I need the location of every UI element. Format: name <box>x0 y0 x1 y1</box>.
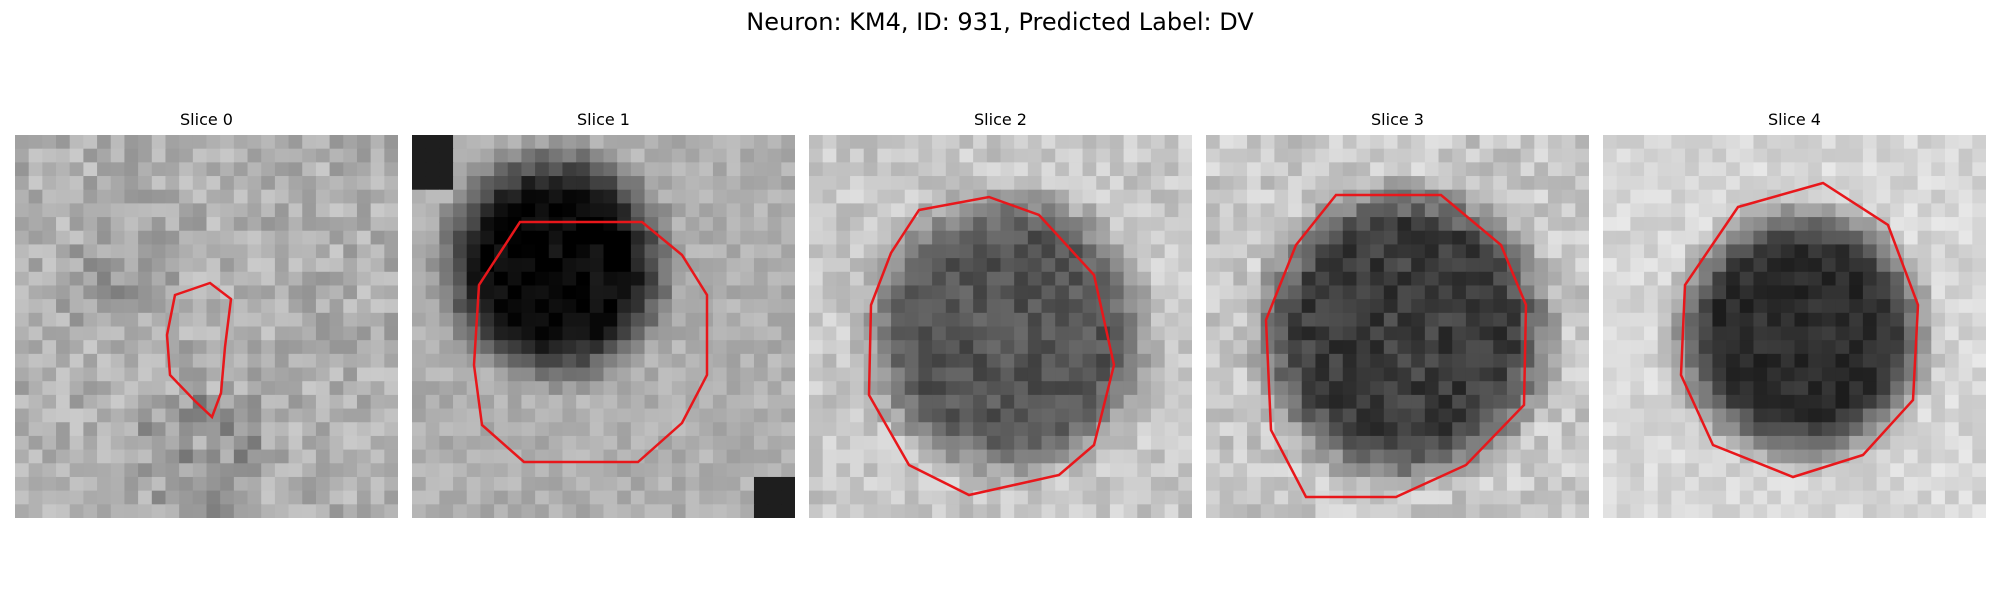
slice-4-image <box>1603 135 1986 518</box>
slice-3-image <box>1206 135 1589 518</box>
slice-0-image <box>15 135 398 518</box>
slice-1-pixel-grid <box>412 135 795 518</box>
slice-1-contour <box>472 220 709 464</box>
slice-3-title: Slice 3 <box>1371 110 1424 129</box>
slice-4-title: Slice 4 <box>1768 110 1821 129</box>
slice-2-pixel-grid <box>809 135 1192 518</box>
slice-4-pixel-grid <box>1603 135 1986 518</box>
slice-3-contour <box>1264 193 1528 499</box>
slice-1-image <box>412 135 795 518</box>
figure-title: Neuron: KM4, ID: 931, Predicted Label: D… <box>746 8 1254 36</box>
slice-3-pixel-grid <box>1206 135 1589 518</box>
slice-0-contour <box>165 281 233 420</box>
slice-2-contour <box>867 195 1116 497</box>
slice-2-title: Slice 2 <box>974 110 1027 129</box>
slice-4-contour <box>1679 181 1920 479</box>
slice-0-pixel-grid <box>15 135 398 518</box>
slice-1-title: Slice 1 <box>577 110 630 129</box>
slice-0-title: Slice 0 <box>180 110 233 129</box>
slice-2-image <box>809 135 1192 518</box>
